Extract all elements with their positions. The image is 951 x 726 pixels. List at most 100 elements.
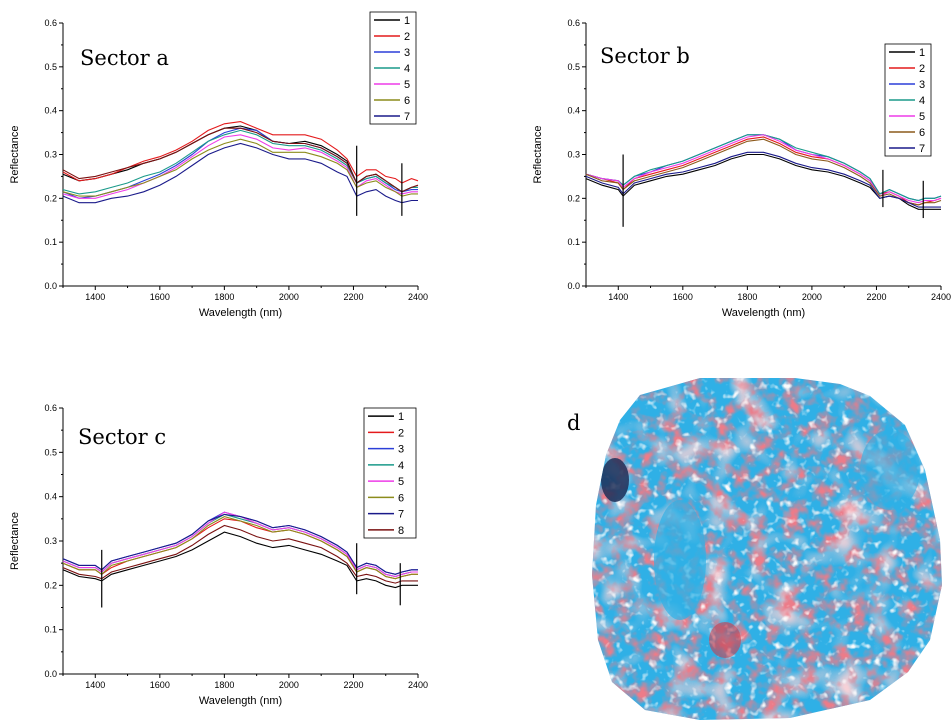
x-tick-label: 2000 <box>279 292 299 302</box>
y-tick-label: 0.2 <box>44 580 57 590</box>
series-line-7 <box>585 151 941 208</box>
x-axis-label: Wavelength (nm) <box>722 307 805 319</box>
series-line-8 <box>62 127 419 193</box>
series-line-2 <box>62 121 419 184</box>
x-tick-label: 2000 <box>279 680 299 690</box>
legend-label: 4 <box>919 95 925 107</box>
legend-label: 6 <box>919 127 925 139</box>
legend-label: 3 <box>404 47 410 59</box>
x-tick-label: 1400 <box>85 292 105 302</box>
y-tick-label: 0.2 <box>567 193 580 203</box>
x-tick-label: 2200 <box>343 292 363 302</box>
legend-label: 4 <box>404 63 410 75</box>
panel-d-label: d <box>567 411 580 435</box>
y-tick-label: 0.2 <box>44 193 57 203</box>
x-tick-label: 2000 <box>802 292 822 302</box>
x-axis-label: Wavelength (nm) <box>199 695 282 707</box>
x-tick-label: 1800 <box>737 292 757 302</box>
legend-label: 2 <box>919 63 925 75</box>
legend-box <box>363 407 417 539</box>
chart-panel-sector-b: 0.0 0.1 0.2 0.3 0.4 0.5 0.6 1400 1600 1800 2000 220… <box>532 18 951 319</box>
x-tick-label: 1600 <box>673 292 693 302</box>
x-tick-label: 2400 <box>931 292 951 302</box>
y-tick-label: 0.4 <box>44 492 57 502</box>
y-tick-label: 0.1 <box>567 237 580 247</box>
x-tick-label: 1400 <box>608 292 628 302</box>
y-tick-label: 0.6 <box>44 18 57 28</box>
series-line-6 <box>62 516 418 580</box>
x-tick-label: 2200 <box>866 292 886 302</box>
legend-label: 2 <box>398 427 404 439</box>
chart-title: Sector c <box>78 425 166 449</box>
legend-label: 4 <box>398 460 404 472</box>
legend-label: 1 <box>404 15 410 27</box>
y-tick-label: 0.3 <box>44 536 57 546</box>
y-axis-label: Reflectance <box>532 125 544 183</box>
series-line-4 <box>62 129 418 195</box>
legend-label: 7 <box>919 143 925 155</box>
y-tick-label: 0.6 <box>44 403 57 413</box>
legend-label: 8 <box>398 525 404 537</box>
series-line-1 <box>62 531 418 589</box>
y-tick-label: 0.4 <box>567 106 580 116</box>
x-tick-label: 2400 <box>408 292 428 302</box>
y-axis-label: Reflectance <box>9 512 21 570</box>
series-line-5 <box>62 511 418 578</box>
series-line-7 <box>62 513 418 575</box>
disk-white-texture <box>592 378 942 720</box>
x-tick-label: 1600 <box>150 292 170 302</box>
y-tick-label: 0.0 <box>44 281 57 291</box>
legend: 1 2 3 4 5 6 7 <box>884 43 932 157</box>
series-line-2 <box>585 136 942 206</box>
legend-label: 5 <box>398 476 404 488</box>
legend-label: 6 <box>404 95 410 107</box>
legend-label: 6 <box>398 492 404 504</box>
x-tick-label: 1400 <box>85 680 105 690</box>
y-tick-label: 0.5 <box>44 447 57 457</box>
y-tick-label: 0.1 <box>44 625 57 635</box>
chart-title: Sector a <box>80 46 169 70</box>
series-line-7 <box>62 142 418 204</box>
legend: 1 2 3 4 5 6 7 <box>369 11 417 125</box>
y-tick-label: 0.3 <box>567 150 580 160</box>
legend-label: 5 <box>919 111 925 123</box>
chart-panel-sector-a: 0.0 0.1 0.2 0.3 0.4 0.5 0.6 1400 1600 1800 2000 220… <box>9 11 428 319</box>
y-tick-label: 0.5 <box>567 62 580 72</box>
x-tick-label: 2400 <box>408 680 428 690</box>
disk-cyan-band <box>860 430 920 510</box>
legend-label: 3 <box>919 79 925 91</box>
x-axis-label: Wavelength (nm) <box>199 307 282 319</box>
series-line-4 <box>585 134 942 202</box>
legend-label: 1 <box>919 47 925 59</box>
legend-label: 7 <box>404 111 410 123</box>
legend-label: 7 <box>398 509 404 521</box>
y-axis-label: Reflectance <box>9 125 21 183</box>
disk-cyan-band <box>654 500 706 620</box>
x-tick-label: 1800 <box>214 680 234 690</box>
x-tick-label: 2200 <box>343 680 363 690</box>
y-tick-label: 0.5 <box>44 62 57 72</box>
y-tick-label: 0.4 <box>44 106 57 116</box>
disk-dark-patch <box>601 458 629 502</box>
y-tick-label: 0.3 <box>44 150 57 160</box>
legend-label: 5 <box>404 79 410 91</box>
series-line-5 <box>62 134 418 199</box>
y-tick-label: 0.6 <box>567 18 580 28</box>
y-tick-label: 0.0 <box>44 669 57 679</box>
x-tick-label: 1600 <box>150 680 170 690</box>
chart-panel-sector-c: 0.0 0.1 0.2 0.3 0.4 0.5 0.6 1400 1600 1800 2000 220… <box>9 403 428 707</box>
series-line-6 <box>62 138 418 197</box>
legend: 1 2 3 4 5 6 7 8 <box>363 407 417 539</box>
series-line-8 <box>62 524 418 584</box>
y-tick-label: 0.0 <box>567 281 580 291</box>
panel-d-image: d <box>567 378 942 720</box>
x-tick-label: 1800 <box>214 292 234 302</box>
legend-label: 3 <box>398 444 404 456</box>
chart-title: Sector b <box>600 44 690 68</box>
legend-label: 2 <box>404 31 410 43</box>
legend-label: 1 <box>398 411 404 423</box>
y-tick-label: 0.1 <box>44 237 57 247</box>
disk-red-patch <box>709 622 741 658</box>
series-line-1 <box>585 153 941 210</box>
